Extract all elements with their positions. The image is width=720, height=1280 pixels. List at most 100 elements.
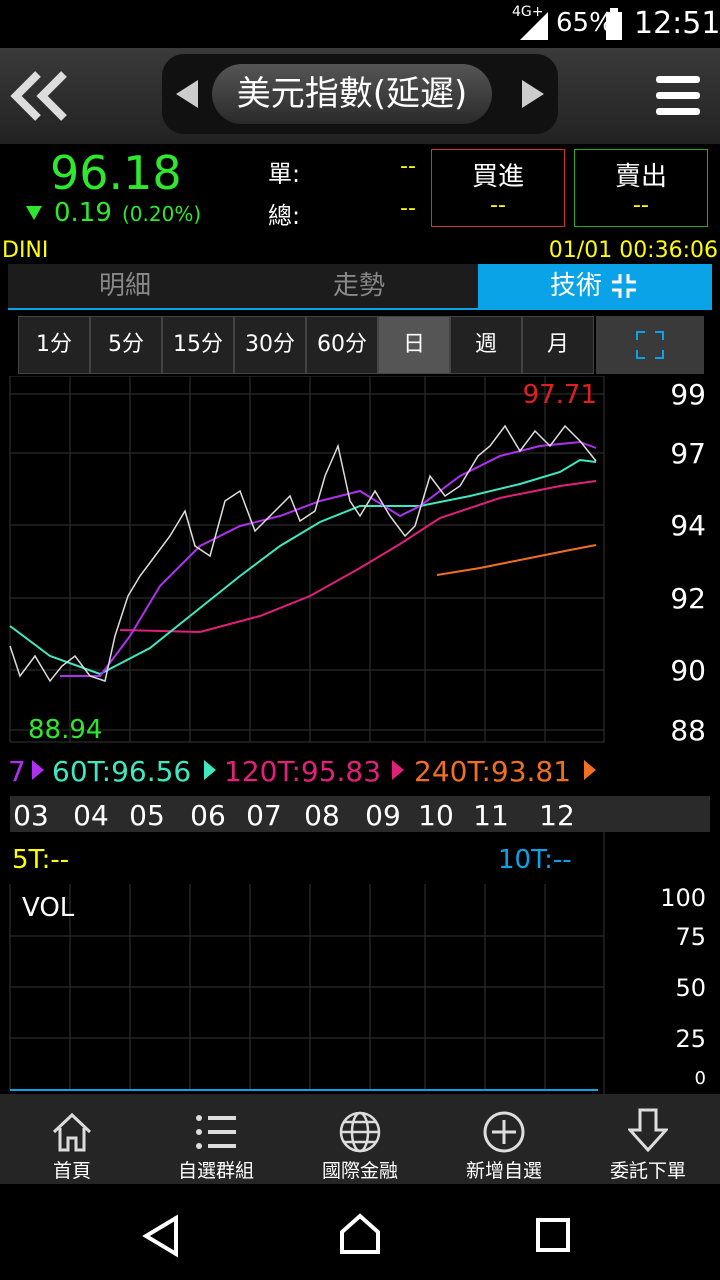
title-box: 美元指數(延遲) [162, 54, 558, 134]
buy-button[interactable]: 買進 -- [431, 149, 565, 227]
battery-icon [606, 8, 622, 40]
vol-y-label: 50 [675, 974, 706, 1002]
system-home[interactable] [340, 1213, 380, 1254]
bid-label: 單: [268, 160, 301, 188]
list-icon [196, 1115, 236, 1149]
buy-label: 買進 [471, 162, 524, 192]
price-chart: 97.71 88.94 99 97 94 92 90 88 7 60T:96.5… [8, 376, 706, 788]
bottom-nav: 首頁 自選群組 國際金融 新增自選 委託下單 [0, 1094, 720, 1184]
signal-icon [520, 12, 548, 40]
vol-y-label: 75 [675, 923, 706, 951]
nav-label: 首頁 [52, 1160, 91, 1182]
tab[interactable]: 明細 [98, 271, 151, 301]
ma-legend: 240T:93.81 [414, 755, 571, 788]
buy-value: -- [490, 193, 506, 218]
nav-item[interactable]: 委託下單 [576, 1094, 720, 1184]
vol-ma-legend: 10T:-- [498, 845, 572, 875]
sell-button[interactable]: 賣出 -- [574, 149, 708, 227]
total-label: 總: [268, 202, 301, 230]
month-label: 06 [190, 799, 226, 832]
back-button[interactable] [10, 70, 70, 122]
period-button[interactable]: 30分 [234, 316, 306, 374]
sell-value: -- [633, 193, 649, 218]
month-label: 09 [365, 799, 401, 832]
system-recents[interactable] [536, 1218, 570, 1252]
title[interactable]: 美元指數(延遲) [212, 64, 492, 124]
period-button[interactable]: 60分 [306, 316, 378, 374]
globe-icon [339, 1111, 381, 1153]
add-icon [483, 1111, 525, 1153]
month-label: 03 [13, 799, 49, 832]
clock: 12:51 [634, 6, 720, 41]
nav-label: 自選群組 [177, 1160, 254, 1182]
month-label: 05 [129, 799, 165, 832]
month-label: 04 [73, 799, 109, 832]
month-label: 12 [539, 799, 575, 832]
nav-item[interactable]: 新增自選 [432, 1094, 576, 1184]
order-icon [628, 1108, 668, 1153]
tab-bar: 明細 走勢 技術 [8, 264, 712, 310]
month-label: 10 [418, 799, 454, 832]
total-value: -- [400, 196, 416, 221]
vol-ma-legend: 5T:-- [12, 845, 69, 875]
y-label: 99 [670, 378, 706, 411]
tab-label: 技術 [550, 271, 603, 301]
nav-item[interactable]: 自選群組 [144, 1094, 288, 1184]
ma-legend: 60T:96.56 [52, 755, 191, 788]
month-label: 08 [304, 799, 340, 832]
header: 美元指數(延遲) [0, 48, 720, 144]
collapse-icon [612, 274, 636, 298]
period-button[interactable]: 5分 [90, 316, 162, 374]
system-nav [142, 1213, 570, 1258]
nav-label: 委託下單 [609, 1160, 686, 1182]
nav-item[interactable]: 首頁 [0, 1094, 144, 1184]
bid-value: -- [400, 154, 416, 179]
y-label: 88 [670, 714, 706, 747]
ma-legend: 7 [8, 755, 26, 788]
high-label: 97.71 [523, 380, 597, 410]
low-label: 88.94 [28, 715, 102, 745]
nav-label: 國際金融 [321, 1160, 398, 1182]
month-label: 11 [473, 799, 509, 832]
month-label: 07 [246, 799, 282, 832]
vol-y-label: 0 [695, 1068, 706, 1089]
period-button[interactable]: 週 [450, 316, 522, 374]
vol-y-label: 25 [675, 1025, 706, 1053]
y-label: 90 [670, 654, 706, 687]
fullscreen-button[interactable] [596, 316, 704, 374]
tab[interactable]: 走勢 [332, 271, 385, 301]
expand-icon [636, 331, 664, 359]
month-axis: 03 04 05 06 07 08 09 10 11 12 [10, 796, 710, 832]
period-button[interactable]: 15分 [162, 316, 234, 374]
y-label: 94 [670, 509, 706, 542]
change-pct: (0.20%) [122, 202, 202, 226]
datetime: 01/01 00:36:06 [548, 238, 718, 263]
quote-panel: 96.18 0.19 (0.20%) 單: -- 總: -- 買進 -- 賣出 … [0, 144, 720, 234]
volume-chart: 5T:-- 10T:-- VOL 100 75 50 25 0 [9, 832, 706, 1094]
y-label: 92 [670, 582, 706, 615]
menu-button[interactable] [656, 74, 700, 118]
period-button[interactable]: 月 [522, 316, 594, 374]
price: 96.18 [50, 146, 182, 200]
nav-label: 新增自選 [465, 1160, 542, 1182]
y-label: 97 [670, 437, 706, 470]
battery-level: 65% [556, 8, 614, 38]
vol-label: VOL [22, 893, 75, 923]
system-back[interactable] [142, 1214, 178, 1258]
prev-button[interactable] [176, 80, 198, 108]
tab-active[interactable]: 技術 [478, 264, 712, 308]
down-arrow [26, 206, 42, 220]
ma-legend: 120T:95.83 [224, 755, 381, 788]
status-bar: 4G+ 65% 12:51 [0, 0, 720, 48]
period-button[interactable]: 1分 [18, 316, 90, 374]
vol-y-label: 100 [660, 884, 706, 912]
sell-label: 賣出 [614, 162, 667, 192]
home-icon [52, 1112, 92, 1152]
nav-item[interactable]: 國際金融 [288, 1094, 432, 1184]
change: 0.19 [54, 198, 112, 228]
next-button[interactable] [522, 80, 544, 108]
period-button[interactable]: 日 [378, 316, 450, 374]
symbol: DINI [2, 238, 49, 263]
network: 4G+ [512, 4, 544, 20]
